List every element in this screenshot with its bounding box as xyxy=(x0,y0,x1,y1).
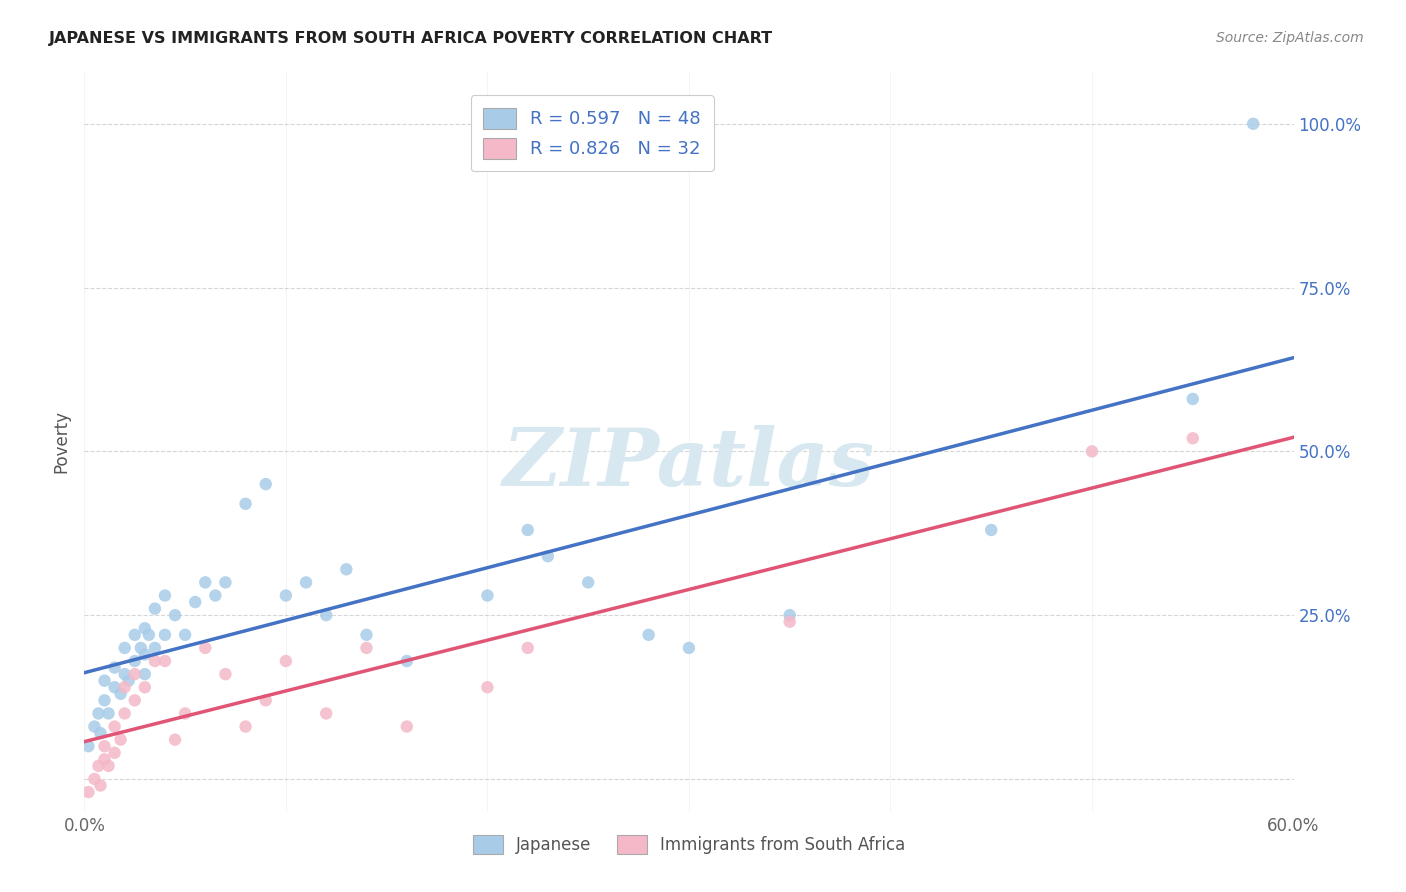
Point xyxy=(134,648,156,662)
Point xyxy=(315,706,337,721)
Point xyxy=(537,549,560,564)
Point xyxy=(235,720,257,734)
Point xyxy=(637,628,659,642)
Point xyxy=(110,687,132,701)
Point xyxy=(134,621,156,635)
Point xyxy=(134,667,156,681)
Point xyxy=(184,595,207,609)
Point xyxy=(143,654,166,668)
Point xyxy=(516,640,538,655)
Point xyxy=(138,628,160,642)
Point xyxy=(1081,444,1104,458)
Point xyxy=(129,640,152,655)
Point xyxy=(153,654,176,668)
Point xyxy=(980,523,1002,537)
Point xyxy=(356,628,378,642)
Point xyxy=(477,680,499,694)
Point xyxy=(87,706,110,721)
Point xyxy=(143,601,166,615)
Point xyxy=(194,575,217,590)
Point xyxy=(93,693,115,707)
Point xyxy=(93,752,115,766)
Point xyxy=(335,562,357,576)
Point xyxy=(97,759,120,773)
Point xyxy=(204,589,226,603)
Point xyxy=(779,608,801,623)
Point xyxy=(124,667,146,681)
Point xyxy=(87,759,110,773)
Point xyxy=(124,693,146,707)
Point xyxy=(124,654,146,668)
Text: JAPANESE VS IMMIGRANTS FROM SOUTH AFRICA POVERTY CORRELATION CHART: JAPANESE VS IMMIGRANTS FROM SOUTH AFRICA… xyxy=(49,31,773,46)
Point xyxy=(1181,392,1204,406)
Point xyxy=(114,667,136,681)
Point xyxy=(104,720,127,734)
Point xyxy=(153,589,176,603)
Point xyxy=(516,523,538,537)
Point xyxy=(77,785,100,799)
Point xyxy=(134,680,156,694)
Point xyxy=(214,667,236,681)
Point xyxy=(395,720,418,734)
Point xyxy=(153,628,176,642)
Point xyxy=(118,673,141,688)
Point xyxy=(89,726,111,740)
Point xyxy=(779,615,801,629)
Point xyxy=(114,680,136,694)
Point xyxy=(254,477,277,491)
Point xyxy=(174,706,197,721)
Point xyxy=(104,746,127,760)
Point xyxy=(93,739,115,754)
Point xyxy=(110,732,132,747)
Point xyxy=(114,706,136,721)
Point xyxy=(1181,431,1204,445)
Point xyxy=(165,732,187,747)
Point xyxy=(114,640,136,655)
Point xyxy=(104,680,127,694)
Point xyxy=(235,497,257,511)
Point xyxy=(104,660,127,674)
Y-axis label: Poverty: Poverty xyxy=(52,410,70,473)
Point xyxy=(315,608,337,623)
Point xyxy=(77,739,100,754)
Point xyxy=(194,640,217,655)
Point xyxy=(274,589,297,603)
Point xyxy=(274,654,297,668)
Point xyxy=(1241,117,1264,131)
Point xyxy=(395,654,418,668)
Text: ZIPatlas: ZIPatlas xyxy=(503,425,875,502)
Point xyxy=(254,693,277,707)
Point xyxy=(295,575,318,590)
Point xyxy=(83,720,105,734)
Point xyxy=(174,628,197,642)
Point xyxy=(143,640,166,655)
Point xyxy=(83,772,105,786)
Legend: Japanese, Immigrants from South Africa: Japanese, Immigrants from South Africa xyxy=(464,827,914,863)
Point xyxy=(93,673,115,688)
Text: Source: ZipAtlas.com: Source: ZipAtlas.com xyxy=(1216,31,1364,45)
Point xyxy=(477,589,499,603)
Point xyxy=(89,779,111,793)
Point xyxy=(214,575,236,590)
Point xyxy=(97,706,120,721)
Point xyxy=(165,608,187,623)
Point xyxy=(678,640,700,655)
Point xyxy=(356,640,378,655)
Point xyxy=(576,575,599,590)
Point xyxy=(124,628,146,642)
